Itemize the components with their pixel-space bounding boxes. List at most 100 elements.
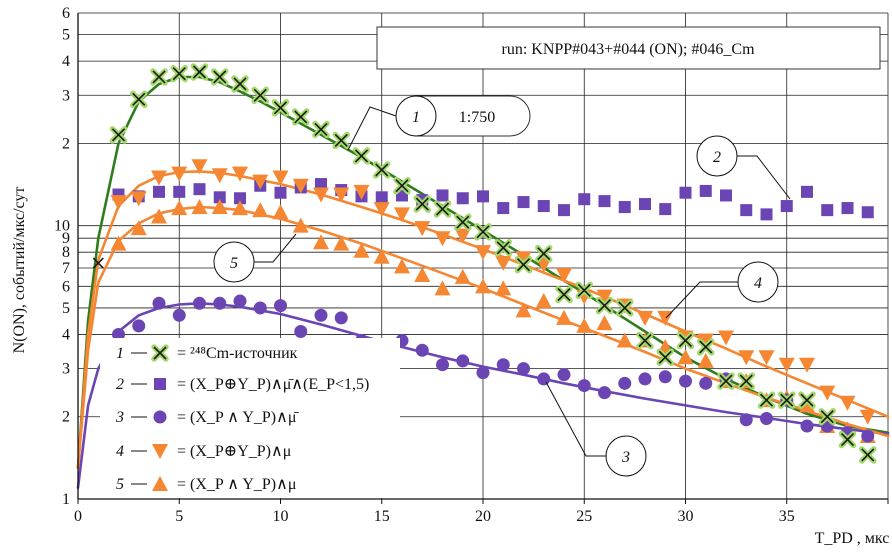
marker-series-5 — [171, 200, 188, 216]
marker-series-1 — [838, 430, 857, 449]
marker-series-4 — [313, 187, 329, 203]
marker-series-5 — [394, 258, 410, 274]
marker-cm — [92, 257, 104, 269]
marker-series-5 — [211, 199, 228, 215]
marker-series-2 — [639, 198, 651, 211]
y-tick-label: 10 — [54, 218, 70, 235]
scale-note-text: 1:750 — [459, 109, 495, 126]
marker-series-1 — [595, 296, 614, 315]
marker-series-5 — [697, 352, 714, 368]
y-tick-label: 4 — [62, 53, 70, 70]
marker-series-2 — [193, 183, 206, 196]
marker-series-4 — [353, 184, 370, 200]
y-tick-label: 6 — [62, 5, 70, 22]
legend-number: 1 — [116, 345, 124, 362]
callout-circle — [605, 435, 647, 477]
marker-series-2 — [841, 202, 854, 215]
marker-series-1 — [454, 213, 472, 231]
marker-series-1 — [413, 195, 431, 213]
marker-series-2 — [780, 200, 793, 213]
marker-series-1 — [697, 338, 715, 356]
marker-series-3 — [800, 419, 814, 433]
marker-series-1 — [190, 63, 209, 81]
marker-series-1 — [109, 126, 128, 144]
marker-series-3 — [456, 354, 470, 368]
marker-series-1 — [312, 120, 330, 139]
marker-series-2 — [821, 204, 834, 217]
y-tick-label: 9 — [62, 230, 70, 247]
marker-series-2 — [618, 201, 631, 214]
x-tick-label: 0 — [74, 508, 82, 525]
marker-series-4 — [414, 221, 431, 237]
marker-series-2 — [497, 202, 510, 215]
callout-leader — [254, 233, 297, 263]
marker-series-1 — [231, 75, 249, 93]
legend-label: = ²⁴⁸Cm-источник — [177, 345, 298, 362]
marker-series-4 — [799, 357, 815, 373]
marker-series-3 — [517, 362, 530, 376]
marker-series-4 — [434, 231, 451, 247]
marker-series-2 — [659, 203, 672, 216]
marker-series-2 — [598, 195, 611, 208]
x-tick-label: 35 — [779, 508, 795, 525]
marker-series-2 — [456, 192, 469, 205]
marker-series-4 — [778, 357, 795, 373]
marker-series-1 — [393, 176, 411, 195]
marker-series-3 — [233, 294, 247, 308]
marker-series-1 — [373, 161, 391, 179]
marker-series-1 — [251, 86, 269, 105]
marker-series-1 — [798, 391, 816, 409]
marker-series-4 — [232, 166, 248, 182]
marker-series-3 — [618, 376, 632, 390]
marker-series-2 — [517, 196, 530, 209]
y-tick-label: 4 — [62, 326, 70, 343]
marker-series-5 — [434, 280, 451, 296]
marker-series-5 — [576, 317, 593, 333]
marker-series-1 — [332, 131, 350, 150]
callout-leader — [737, 155, 791, 200]
marker-series-3 — [557, 368, 571, 382]
callout-number: 1 — [412, 109, 420, 126]
marker-series-4 — [697, 333, 714, 349]
legend-marker — [152, 444, 168, 459]
marker-series-5 — [616, 332, 633, 348]
marker-series-5 — [252, 202, 269, 218]
x-tick-label: 30 — [678, 508, 694, 525]
info-box: run: KNPP#043+#044 (ON); #046_Cm — [376, 26, 881, 70]
marker-series-1 — [818, 407, 836, 426]
marker-series-1 — [474, 223, 492, 241]
marker-series-1 — [575, 281, 593, 300]
marker-series-3 — [436, 358, 449, 372]
marker-series-2 — [315, 178, 327, 191]
marker-series-5 — [596, 315, 613, 331]
y-tick-label: 3 — [62, 87, 70, 104]
y-axis-label: N(ON), событий/мкс/сут — [11, 187, 28, 354]
marker-series-4 — [373, 202, 390, 218]
x-tick-label: 5 — [175, 508, 183, 525]
axes — [77, 13, 889, 504]
legend-marker — [153, 410, 167, 424]
marker-series-3 — [253, 301, 267, 315]
marker-series-2 — [173, 185, 186, 198]
marker-series-4 — [475, 245, 491, 261]
marker-series-2 — [699, 184, 712, 197]
marker-series-4 — [292, 178, 309, 194]
marker-series-4 — [171, 166, 188, 182]
marker-series-2 — [861, 206, 874, 219]
marker-series-4 — [272, 170, 289, 186]
marker-series-3 — [760, 412, 773, 426]
marker-series-5 — [677, 349, 694, 365]
marker-series-2 — [274, 186, 287, 199]
marker-series-3 — [496, 358, 510, 372]
x-axis-label: T_PD , мкс — [815, 530, 890, 547]
marker-series-2 — [537, 200, 550, 213]
marker-series-3 — [658, 370, 672, 384]
marker-series-3 — [577, 379, 591, 393]
legend-number: 2 — [116, 376, 124, 393]
marker-series-5 — [130, 220, 147, 236]
marker-series-4 — [495, 256, 512, 272]
marker-series-5 — [535, 293, 552, 309]
marker-series-1 — [352, 147, 371, 165]
